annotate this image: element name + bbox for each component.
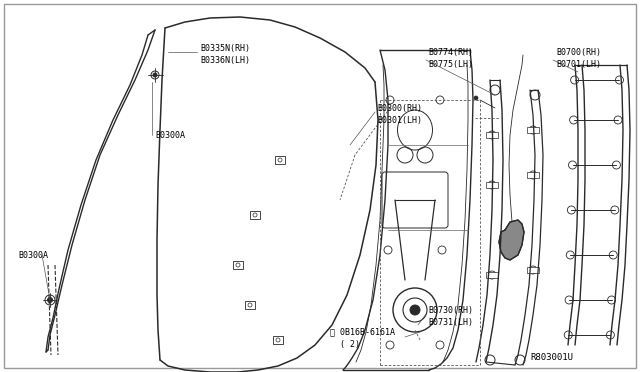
Text: ( 2): ( 2) [340, 340, 360, 349]
Circle shape [474, 96, 478, 100]
Text: B0774(RH): B0774(RH) [428, 48, 473, 57]
Text: B0731(LH): B0731(LH) [428, 317, 473, 327]
Text: B0730(RH): B0730(RH) [428, 305, 473, 314]
Text: B0701(LH): B0701(LH) [556, 60, 601, 68]
Text: B0301(LH): B0301(LH) [377, 115, 422, 125]
Bar [273, 336, 283, 344]
Text: B0775(LH): B0775(LH) [428, 60, 473, 68]
Bar [275, 156, 285, 164]
Text: B0335N(RH): B0335N(RH) [200, 44, 250, 52]
Text: B0336N(LH): B0336N(LH) [200, 55, 250, 64]
Text: B0700(RH): B0700(RH) [556, 48, 601, 57]
Bar [250, 211, 260, 219]
Circle shape [410, 305, 420, 315]
Text: B0300A: B0300A [155, 131, 185, 140]
Bar [233, 261, 243, 269]
Bar [245, 301, 255, 309]
Circle shape [153, 73, 157, 77]
Text: Ⓑ 0B16B-6161A: Ⓑ 0B16B-6161A [330, 327, 395, 337]
Text: B0300(RH): B0300(RH) [377, 103, 422, 112]
Bar [486, 132, 498, 138]
Text: B0300A: B0300A [18, 250, 48, 260]
Bar [486, 182, 498, 188]
Bar [527, 267, 539, 273]
Text: R803001U: R803001U [530, 353, 573, 362]
Bar [527, 127, 539, 133]
Polygon shape [499, 220, 524, 260]
Bar [527, 172, 539, 178]
Circle shape [47, 298, 52, 302]
Bar [486, 272, 498, 278]
